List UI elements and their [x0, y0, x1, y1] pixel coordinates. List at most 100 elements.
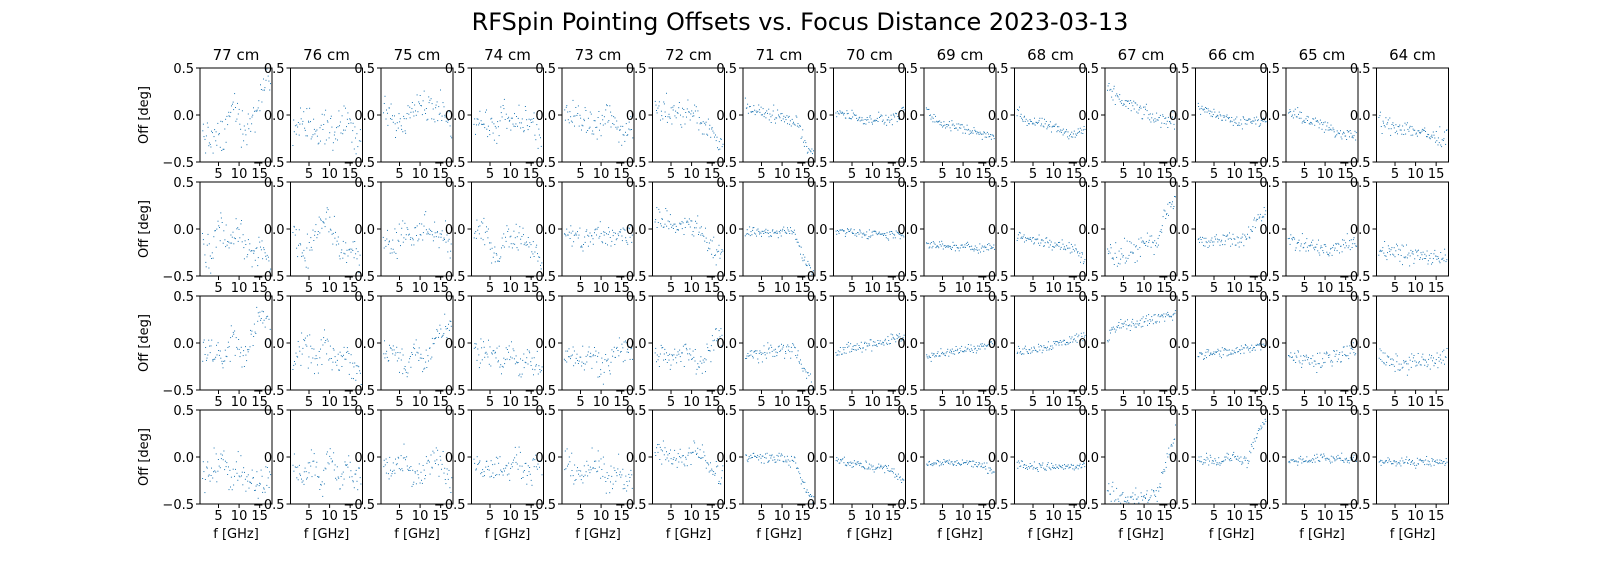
data-point: [395, 458, 396, 460]
data-point: [1120, 248, 1122, 250]
data-point: [774, 231, 776, 233]
data-point: [426, 367, 428, 368]
data-point: [947, 461, 949, 463]
data-point: [623, 134, 625, 136]
y-tick-label: 0.0: [807, 223, 828, 238]
data-point: [513, 358, 515, 360]
data-point: [581, 129, 582, 131]
data-point: [405, 118, 407, 120]
data-point: [802, 254, 804, 256]
data-point: [292, 232, 294, 233]
data-point: [1077, 132, 1078, 134]
x-axis-label: f [GHz]: [666, 527, 712, 542]
data-point: [772, 355, 774, 357]
data-point: [1251, 121, 1253, 123]
data-point: [247, 113, 249, 115]
data-point: [310, 237, 312, 239]
data-point: [807, 260, 809, 262]
data-point: [587, 234, 589, 236]
data-point: [656, 447, 658, 449]
data-point: [1041, 239, 1043, 241]
y-tick-label: 0.5: [535, 62, 556, 77]
data-point: [778, 115, 780, 117]
data-point: [515, 355, 517, 357]
subplot-panel: 5 10 15−0.50.00.5f [GHz]: [343, 404, 454, 542]
data-point: [1059, 340, 1061, 341]
data-point: [450, 135, 452, 137]
data-point: [958, 462, 959, 464]
data-point: [1218, 350, 1220, 352]
data-point: [1058, 467, 1059, 469]
data-point: [396, 463, 398, 465]
data-point: [398, 457, 400, 459]
data-point: [796, 238, 798, 240]
data-point: [1197, 356, 1199, 358]
data-point: [940, 348, 942, 350]
data-point: [675, 459, 677, 461]
data-point: [902, 235, 904, 237]
data-point: [690, 464, 692, 465]
data-point: [441, 233, 442, 235]
data-point: [411, 352, 413, 354]
x-tick-label: 15: [342, 167, 359, 182]
data-point: [956, 244, 957, 246]
data-point: [264, 326, 266, 328]
data-point: [1153, 491, 1155, 493]
data-point: [535, 466, 537, 468]
data-point: [656, 227, 658, 228]
data-point: [951, 348, 953, 350]
data-point: [715, 328, 717, 330]
data-point: [748, 355, 750, 357]
data-point: [527, 465, 529, 467]
data-point: [767, 229, 769, 231]
subplot-panel: 5 10 15−0.50.00.5: [1067, 290, 1178, 410]
data-point: [719, 336, 721, 338]
data-point: [224, 460, 226, 462]
data-point: [1112, 328, 1114, 330]
scatter-series: [835, 456, 905, 483]
x-tick-label: 15: [342, 509, 359, 524]
data-point: [852, 233, 854, 234]
data-point: [983, 462, 985, 464]
data-point: [812, 388, 814, 390]
data-point: [945, 124, 947, 125]
data-point: [748, 233, 750, 235]
data-point: [423, 90, 425, 92]
data-point: [749, 106, 751, 107]
data-point: [402, 457, 404, 459]
data-point: [837, 460, 838, 462]
data-point: [1223, 235, 1225, 236]
data-point: [780, 229, 781, 231]
y-tick-label: −0.5: [1067, 270, 1099, 285]
data-point: [979, 463, 981, 465]
data-point: [1053, 125, 1054, 127]
x-tick-label: 15: [613, 167, 630, 182]
data-point: [1202, 108, 1204, 110]
data-point: [1245, 119, 1247, 121]
data-point: [706, 462, 708, 464]
data-point: [1068, 242, 1070, 244]
data-point: [441, 120, 443, 121]
data-point: [587, 354, 589, 356]
data-point: [295, 352, 297, 354]
data-point: [1119, 327, 1121, 329]
data-point: [270, 474, 272, 476]
data-point: [784, 357, 786, 359]
data-point: [243, 258, 245, 260]
data-point: [865, 123, 867, 125]
data-point: [386, 356, 388, 358]
data-point: [667, 220, 669, 222]
data-point: [1199, 108, 1201, 110]
data-point: [867, 119, 869, 121]
data-point: [1242, 233, 1244, 235]
data-point: [207, 126, 209, 128]
data-point: [297, 356, 299, 358]
data-point: [310, 362, 312, 364]
data-point: [702, 359, 704, 361]
x-tick-label: 5: [214, 167, 222, 182]
data-point: [810, 151, 812, 153]
data-point: [1114, 500, 1116, 502]
data-point: [1257, 214, 1259, 216]
data-point: [1053, 247, 1055, 248]
data-point: [486, 460, 488, 462]
